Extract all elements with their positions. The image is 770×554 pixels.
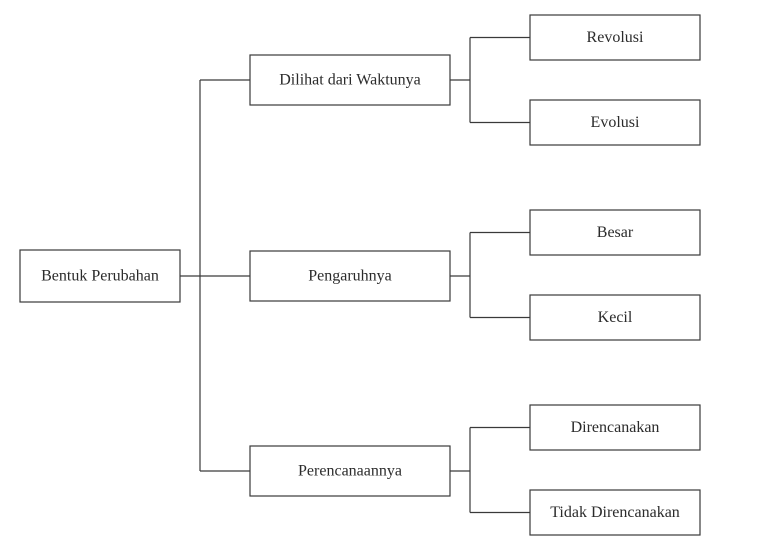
cat-pengaruh-label: Pengaruhnya [308, 268, 392, 285]
root-node-label: Bentuk Perubahan [41, 268, 159, 285]
tree-diagram: Bentuk Perubahan Dilihat dari Waktunya Rev… [0, 0, 770, 554]
cat-perencanaan-label: Perencanaannya [298, 463, 402, 480]
leaf-evolusi-label: Evolusi [591, 114, 640, 131]
leaf-direncanakan-label: Direncanakan [571, 419, 660, 436]
cat-waktu-label: Dilihat dari Waktunya [279, 72, 421, 89]
leaf-kecil-label: Kecil [598, 309, 633, 326]
leaf-besar-label: Besar [597, 224, 634, 241]
leaf-tidak_direncanakan-label: Tidak Direncanakan [550, 504, 680, 521]
leaf-revolusi-label: Revolusi [587, 29, 644, 46]
